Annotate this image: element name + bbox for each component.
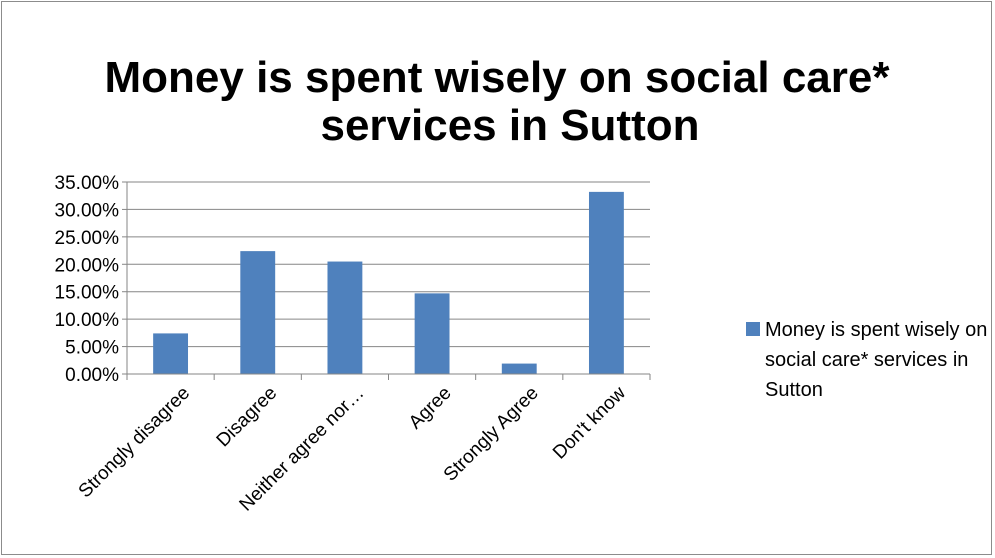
bar bbox=[501, 363, 537, 374]
legend-label-line-2: social care* services in bbox=[765, 349, 968, 371]
chart-title-line-1: Money is spent wisely on social care* bbox=[105, 53, 891, 102]
y-tick-label: 10.00% bbox=[55, 310, 120, 331]
legend-label-line-3: Sutton bbox=[765, 379, 823, 401]
y-tick-label: 30.00% bbox=[55, 200, 120, 221]
y-tick-label: 20.00% bbox=[55, 255, 120, 276]
x-tick-label: Strongly Agree bbox=[440, 383, 543, 486]
bars bbox=[153, 191, 624, 374]
chart-title-line-2: services in Sutton bbox=[320, 101, 699, 150]
bar bbox=[327, 261, 363, 374]
bar bbox=[240, 251, 276, 374]
y-tick-label: 35.00% bbox=[55, 173, 120, 194]
legend-label-line-1: Money is spent wisely on bbox=[765, 319, 987, 341]
y-tick-label: 0.00% bbox=[65, 365, 119, 386]
x-tick-label: Don't know bbox=[549, 382, 630, 463]
y-tick-labels: 0.00% 5.00% 10.00% 15.00% 20.00% 25.00% 30.00%… bbox=[55, 173, 120, 386]
x-tick-label: Disagree bbox=[213, 383, 282, 452]
x-tick-label: Strongly disagree bbox=[75, 383, 194, 502]
legend-swatch bbox=[746, 322, 760, 336]
bar bbox=[153, 333, 189, 374]
legend: Money is spent wisely on social care* se… bbox=[746, 319, 987, 401]
x-tick-label: Agree bbox=[405, 383, 456, 434]
bar bbox=[588, 191, 624, 374]
bar bbox=[414, 293, 450, 374]
gridlines bbox=[127, 181, 650, 348]
axes bbox=[122, 181, 651, 380]
y-tick-label: 15.00% bbox=[55, 283, 120, 304]
y-tick-label: 25.00% bbox=[55, 228, 120, 249]
y-tick-label: 5.00% bbox=[65, 338, 119, 359]
